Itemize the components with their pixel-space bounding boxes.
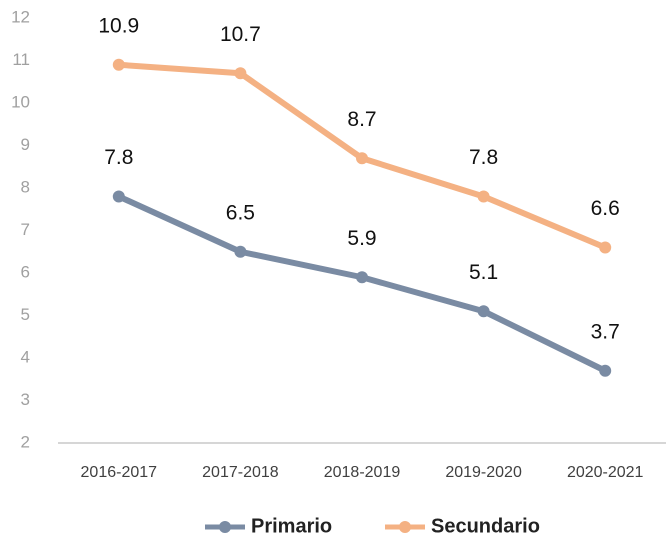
legend-label: Primario (251, 515, 332, 537)
point (477, 305, 490, 318)
point (234, 67, 247, 80)
y-tick-label: 9 (21, 135, 30, 154)
y-tick-label: 3 (21, 390, 30, 409)
y-tick-label: 7 (21, 220, 30, 239)
x-tick-label: 2020-2021 (567, 464, 644, 481)
y-tick-label: 10 (11, 92, 30, 111)
point (599, 241, 612, 254)
y-tick-label: 12 (11, 7, 30, 26)
y-tick-label: 8 (21, 177, 30, 196)
series-line (117, 193, 607, 374)
point (356, 271, 368, 284)
y-tick-label: 6 (21, 262, 30, 281)
legend-marker (219, 521, 231, 533)
point (477, 190, 490, 203)
legend-marker (399, 521, 411, 533)
point (356, 152, 368, 165)
x-tick-label: 2017-2018 (202, 464, 279, 481)
legend-label: Secundario (431, 515, 540, 537)
data-label: 6.5 (226, 201, 255, 224)
y-tick-label: 4 (21, 347, 30, 366)
data-label: 5.1 (469, 261, 498, 284)
data-label: 7.8 (104, 146, 133, 169)
point (599, 364, 612, 377)
data-label: 5.9 (347, 227, 376, 250)
data-label: 10.7 (220, 23, 261, 46)
point (112, 190, 125, 203)
y-tick-label: 2 (21, 432, 30, 451)
point (112, 58, 125, 71)
x-tick-label: 2016-2017 (81, 464, 158, 481)
data-label: 3.7 (591, 320, 620, 343)
point (234, 245, 247, 258)
x-tick-label: 2019-2020 (445, 464, 522, 481)
y-tick-label: 11 (12, 50, 30, 69)
y-tick-label: 5 (21, 305, 30, 324)
x-tick-label: 2018-2019 (324, 464, 401, 481)
data-label: 10.9 (98, 14, 139, 37)
data-label: 6.6 (591, 197, 620, 220)
data-label: 8.7 (347, 108, 376, 131)
data-label: 7.8 (469, 146, 498, 169)
